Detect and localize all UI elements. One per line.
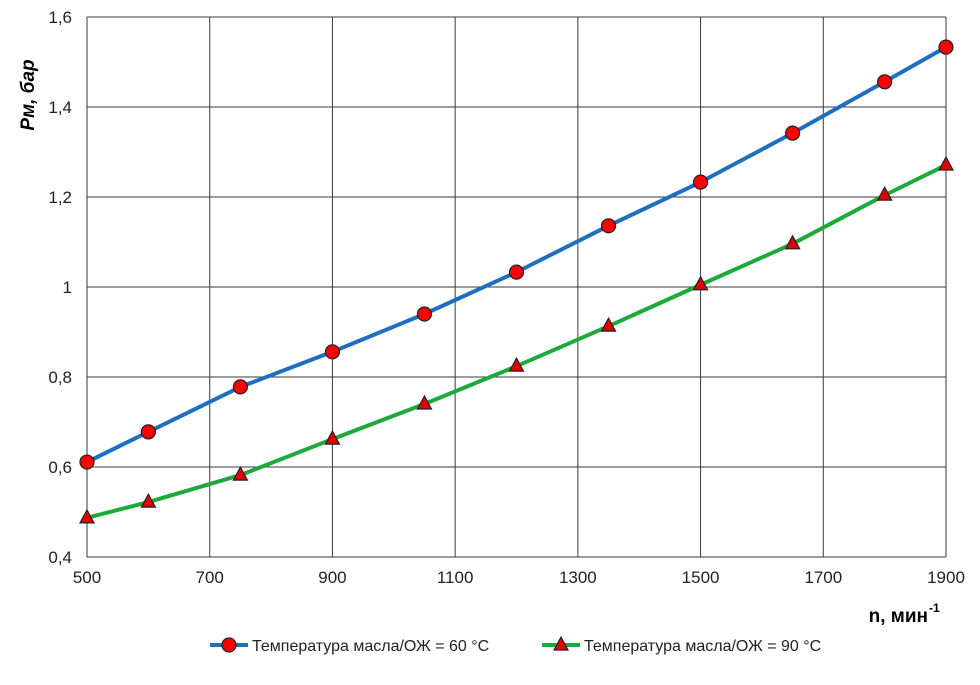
x-axis-title: n, мин <box>869 606 928 627</box>
x-tick-label: 1900 <box>927 568 965 587</box>
data-point-triangle <box>600 316 617 332</box>
data-point-circle <box>232 379 248 395</box>
data-point-circle <box>508 264 525 280</box>
series-layer <box>78 39 955 524</box>
data-point-circle <box>324 344 341 360</box>
data-point-triangle <box>692 275 709 291</box>
y-tick-label: 1,6 <box>48 8 72 27</box>
data-point-triangle <box>140 492 157 508</box>
data-point-triangle <box>324 429 341 445</box>
x-tick-label: 500 <box>73 568 101 587</box>
legend: Температура масла/ОЖ = 60 °C Температура … <box>210 635 821 655</box>
data-point-triangle <box>508 356 525 372</box>
data-point-circle <box>140 424 156 440</box>
grid <box>86 16 947 558</box>
tick-labels: 0,4 0,6 0,8 1 1,2 1,4 1,6 500 700 900 1100 1300 1500… <box>48 8 965 587</box>
x-tick-label: 1500 <box>682 568 720 587</box>
series-2 <box>78 155 955 524</box>
y-tick-label: 1 <box>63 278 72 297</box>
x-tick-label: 1300 <box>559 568 597 587</box>
x-tick-label: 1100 <box>437 568 474 587</box>
x-tick-label: 1700 <box>804 568 842 587</box>
series-line <box>86 163 947 520</box>
data-point-triangle <box>232 465 249 481</box>
data-point-triangle <box>78 508 96 524</box>
data-point-circle <box>785 125 801 141</box>
y-tick-label: 1,2 <box>48 188 72 207</box>
data-point-circle <box>600 218 617 234</box>
data-point-circle <box>877 74 893 90</box>
legend-label: Температура масла/ОЖ = 90 °C <box>584 638 821 655</box>
data-point-circle <box>692 174 709 190</box>
data-point-triangle <box>552 635 570 651</box>
y-tick-label: 0,6 <box>48 458 72 477</box>
x-axis-title-superscript: -1 <box>929 601 940 615</box>
series-1 <box>79 39 954 470</box>
data-point-triangle <box>876 185 893 201</box>
x-tick-label: 900 <box>318 568 346 587</box>
data-point-triangle <box>784 234 801 250</box>
y-tick-label: 1,4 <box>48 98 72 117</box>
legend-label: Температура масла/ОЖ = 60 °C <box>252 638 489 655</box>
y-tick-label: 0,4 <box>48 548 72 567</box>
data-point-triangle <box>937 155 955 171</box>
series-line <box>86 45 947 464</box>
data-point-triangle <box>416 394 433 410</box>
data-point-circle <box>938 39 954 55</box>
data-point-circle <box>221 637 237 653</box>
data-point-circle <box>79 454 95 470</box>
x-tick-label: 700 <box>196 568 224 587</box>
data-point-circle <box>416 306 433 322</box>
y-axis-title: Pм, бар <box>18 59 39 130</box>
y-tick-label: 0,8 <box>48 368 72 387</box>
